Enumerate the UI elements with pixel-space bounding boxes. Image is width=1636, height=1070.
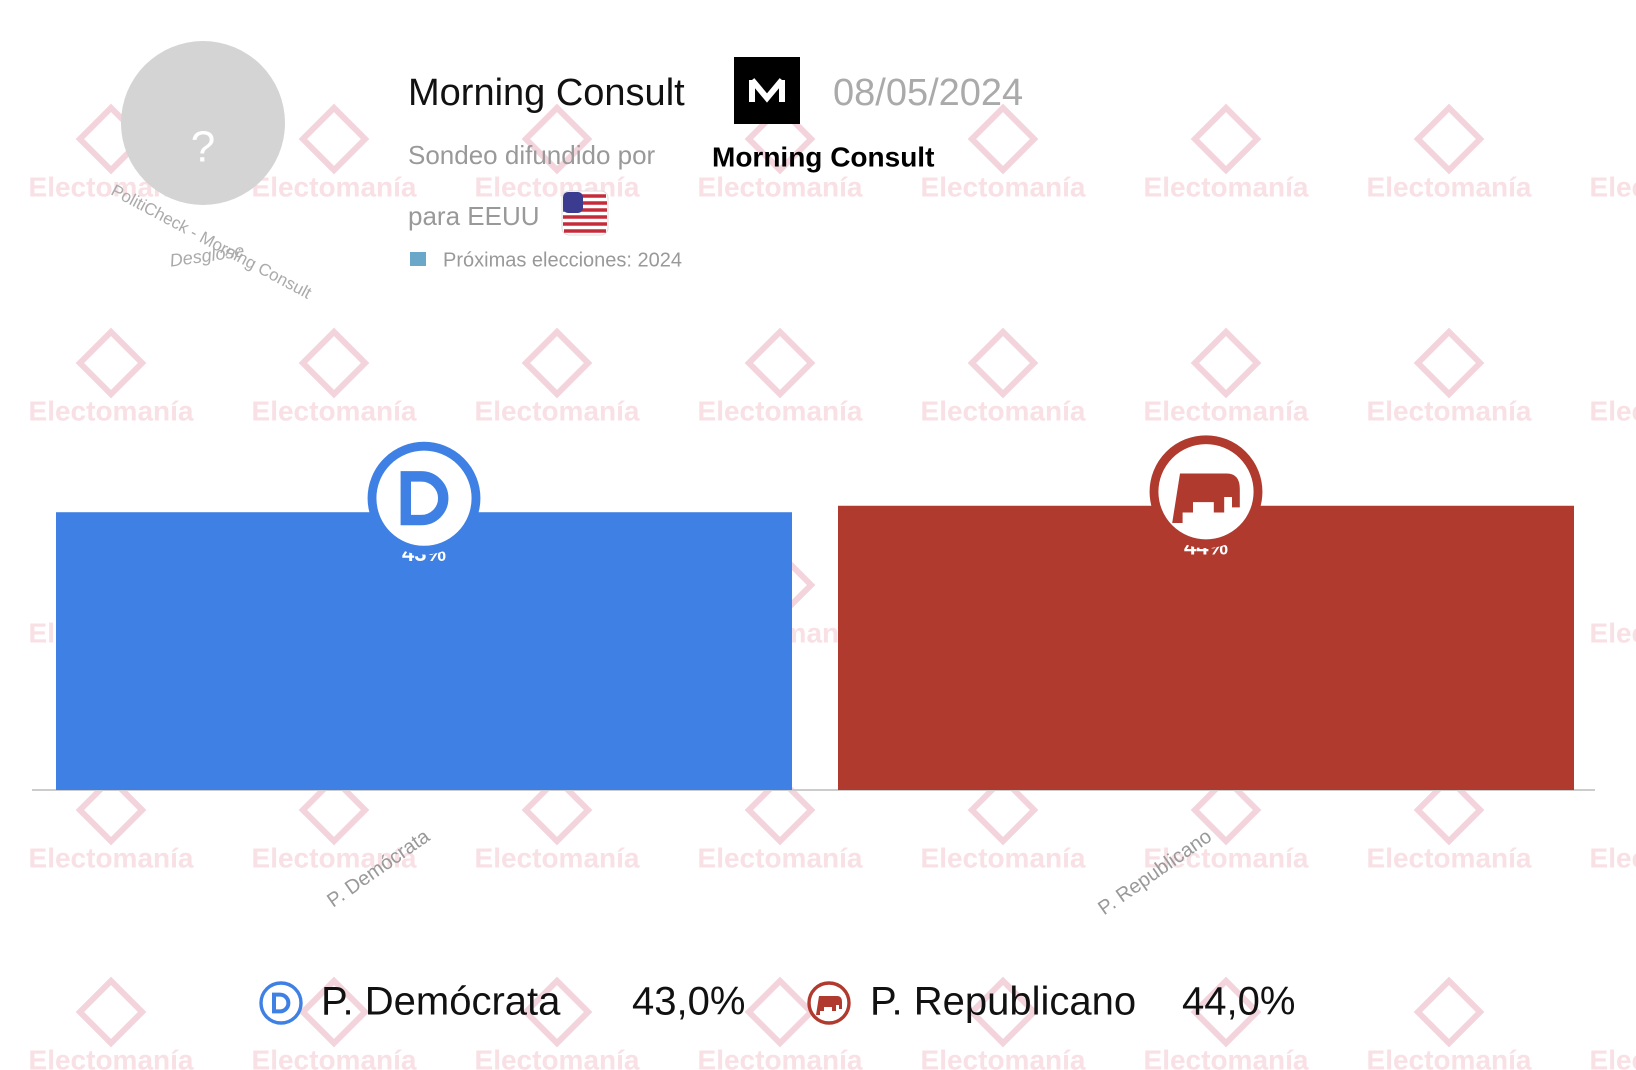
watermark-icon: [744, 327, 816, 399]
watermark-icon: [744, 976, 816, 1048]
pollster-logo: [734, 57, 800, 124]
watermark: Electomanía: [1367, 842, 1532, 873]
watermark: Electomanía: [252, 171, 417, 202]
watermark: Electomanía: [29, 1044, 194, 1070]
watermark-icon: [521, 774, 593, 846]
watermark: Electomanía: [252, 395, 417, 426]
region: para EEUU: [408, 201, 540, 231]
next-elections: Próximas elecciones: 2024: [443, 249, 682, 271]
watermark: Electomanía: [1367, 395, 1532, 426]
legend-name: P. Demócrata: [321, 980, 561, 1024]
watermark: Electomanía: [1590, 1044, 1636, 1070]
watermark-icon: [1190, 327, 1262, 399]
logo-d: [400, 471, 449, 526]
pollster: Morning Consult: [408, 72, 685, 114]
watermark: Electomanía: [1590, 617, 1636, 648]
released-by: Morning Consult: [712, 141, 934, 172]
watermark: Electomanía: [921, 842, 1086, 873]
watermark-icon: [1413, 774, 1485, 846]
watermark: Electomanía: [1367, 171, 1532, 202]
watermark-icon: [521, 976, 593, 1048]
watermark-icon: [298, 327, 370, 399]
watermark: Electomanía: [1590, 842, 1636, 873]
watermark: Electomanía: [252, 842, 417, 873]
watermark: Electomanía: [475, 395, 640, 426]
breakdown[interactable]: Desglose: [168, 240, 245, 270]
watermark: Electomanía: [1144, 1044, 1309, 1070]
watermark-icon: [75, 976, 147, 1048]
bar: [838, 505, 1574, 790]
watermark: Electomanía: [475, 171, 640, 202]
watermark: Electomanía: [1144, 395, 1309, 426]
date: 08/05/2024: [833, 72, 1023, 114]
bar: [56, 512, 792, 790]
watermark-icon: [1190, 976, 1262, 1048]
watermark: Electomanía: [29, 842, 194, 873]
watermark: Electomanía: [921, 171, 1086, 202]
released-prefix: Sondeo difundido por: [408, 140, 656, 170]
party-logo: [259, 981, 303, 1025]
legend-value: 44,0%: [1182, 980, 1295, 1024]
watermark-icon: [521, 103, 593, 175]
logo-d: [272, 992, 291, 1014]
watermark-icon: [298, 103, 370, 175]
watermark-icon: [298, 774, 370, 846]
ballot-icon: [410, 252, 426, 266]
watermark-icon: [75, 774, 147, 846]
watermark-icon: [521, 327, 593, 399]
watermark: Electomanía: [475, 1044, 640, 1070]
watermark-icon: [967, 103, 1039, 175]
legend-name: P. Republicano: [870, 980, 1136, 1024]
watermark: Electomanía: [1144, 842, 1309, 873]
logo-m: [749, 78, 785, 103]
watermark-icon: [1190, 774, 1262, 846]
watermark: Electomanía: [1367, 1044, 1532, 1070]
watermark-icon: [1413, 327, 1485, 399]
watermark: Electomanía: [698, 1044, 863, 1070]
watermark: Electomanía: [475, 842, 640, 873]
watermark-icon: [967, 327, 1039, 399]
logo-elephant: [816, 996, 842, 1015]
watermark: Electomanía: [1590, 395, 1636, 426]
watermark: Electomanía: [698, 842, 863, 873]
logo-elephant: [1172, 473, 1240, 523]
flag: [561, 190, 609, 236]
party-logo: [367, 441, 481, 555]
avatar-text: ?: [191, 123, 215, 172]
watermark: Electomanía: [921, 395, 1086, 426]
watermark-icon: [744, 774, 816, 846]
watermark-icon: [967, 774, 1039, 846]
legend-value: 43,0%: [632, 980, 745, 1024]
watermark-icon: [298, 976, 370, 1048]
watermark-icon: [967, 976, 1039, 1048]
watermark: Electomanía: [698, 171, 863, 202]
watermark: Electomanía: [1590, 171, 1636, 202]
watermark-icon: [1413, 103, 1485, 175]
watermark: Electomanía: [29, 395, 194, 426]
watermark: Electomanía: [698, 395, 863, 426]
watermark-icon: [1413, 976, 1485, 1048]
watermark: Electomanía: [252, 1044, 417, 1070]
watermark: Electomanía: [1144, 171, 1309, 202]
watermark: Electomanía: [921, 1044, 1086, 1070]
watermark-icon: [1190, 103, 1262, 175]
watermark-icon: [75, 327, 147, 399]
avatar: [121, 41, 285, 205]
